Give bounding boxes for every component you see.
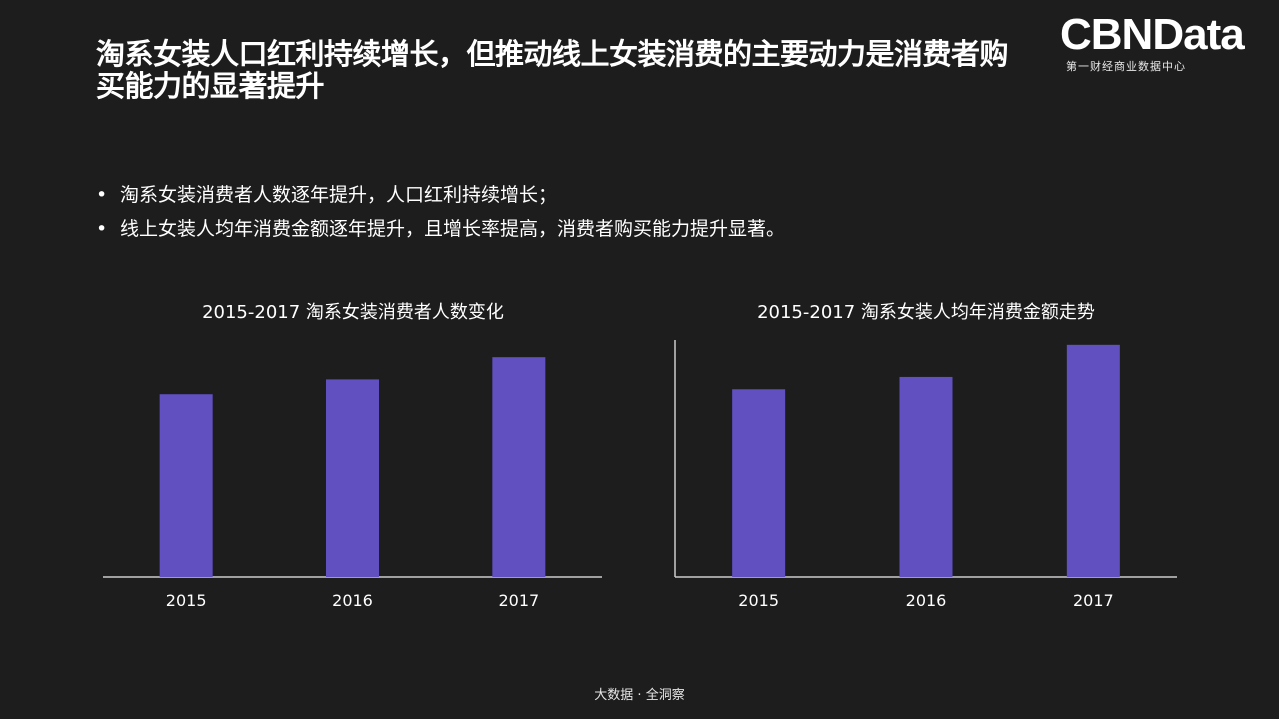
x-tick-label: 2017 xyxy=(1073,591,1114,610)
logo-wordmark: CBNData xyxy=(1060,10,1245,59)
x-tick-label: 2015 xyxy=(166,591,207,610)
bullet-dot-icon: • xyxy=(96,218,108,240)
x-tick-label: 2016 xyxy=(332,591,373,610)
bar-2015 xyxy=(159,394,213,577)
x-tick-label: 2015 xyxy=(738,591,779,610)
logo-subtitle: 第一财经商业数据中心 xyxy=(1066,60,1186,73)
page-title: 淘系女装人口红利持续增长，但推动线上女装消费的主要动力是消费者购买能力的显著提升 xyxy=(96,37,1009,103)
footer-slogan: 大数据 · 全洞察 xyxy=(594,688,685,703)
chart-consumers: 2015 2016 2017 xyxy=(103,357,602,610)
bar-2016 xyxy=(326,379,379,577)
bullet-list: • 淘系女装消费者人数逐年提升，人口红利持续增长； • 线上女装人均年消费金额逐… xyxy=(96,178,785,246)
bullet-item: • 线上女装人均年消费金额逐年提升，且增长率提高，消费者购买能力提升显著。 xyxy=(96,212,785,246)
chart-title-spending: 2015-2017 淘系女装人均年消费金额走势 xyxy=(757,302,1095,323)
bullet-text: 线上女装人均年消费金额逐年提升，且增长率提高，消费者购买能力提升显著。 xyxy=(120,218,786,240)
bullet-text: 淘系女装消费者人数逐年提升，人口红利持续增长； xyxy=(120,184,558,206)
chart-spending: 2015 2016 2017 xyxy=(674,340,1177,610)
bar-2016 xyxy=(899,376,953,577)
chart-title-consumers: 2015-2017 淘系女装消费者人数变化 xyxy=(202,302,504,323)
bullet-item: • 淘系女装消费者人数逐年提升，人口红利持续增长； xyxy=(96,178,785,212)
cbndata-logo: CBNData 第一财经商业数据中心 xyxy=(1060,10,1250,74)
bar-2015 xyxy=(732,389,786,577)
bullet-dot-icon: • xyxy=(96,184,108,206)
x-tick-label: 2016 xyxy=(906,591,947,610)
bar-2017 xyxy=(492,357,546,577)
bar-2017 xyxy=(1066,344,1120,577)
x-tick-label: 2017 xyxy=(498,591,539,610)
